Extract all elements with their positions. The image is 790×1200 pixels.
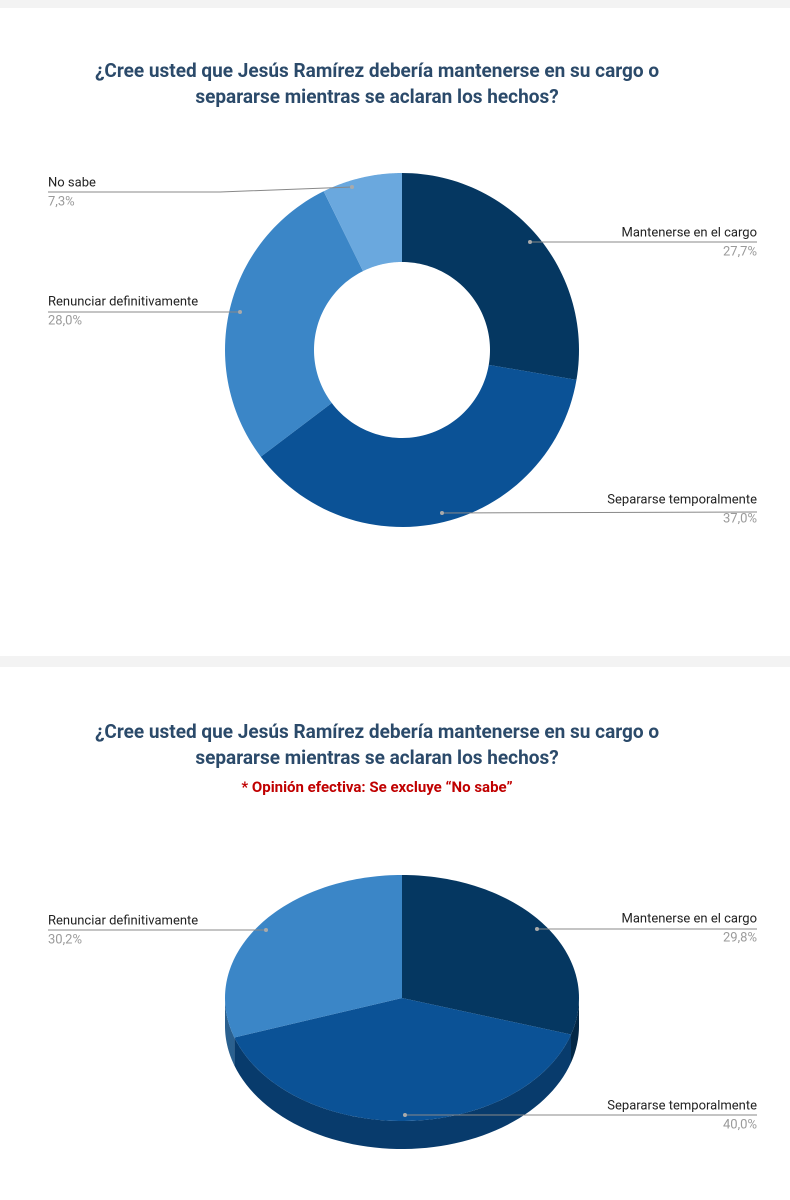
legend-label: Mantenerse en el cargo [621,911,757,926]
donut-slice [260,364,577,527]
value-label: 37,0% [723,511,757,526]
legend-label: No sabe [48,175,96,190]
leader-line [441,511,758,514]
legend-label: Separarse temporalmente [607,1098,757,1113]
pie-slice [402,875,579,1035]
leader-dot [264,928,268,932]
donut-slice [323,173,402,272]
leader-dot [350,185,354,189]
chart-title: separarse mientras se aclaran los hechos… [195,85,558,108]
chart-title: ¿Cree usted que Jesús Ramírez debería ma… [95,59,659,82]
donut-slice [225,191,364,457]
leader-dot [403,1113,407,1117]
pie-side [225,998,235,1066]
chart-title: separarse mientras se aclaran los hechos… [195,746,558,769]
pie-side [234,1034,572,1149]
value-label: 7,3% [48,194,75,209]
chart-title: ¿Cree usted que Jesús Ramírez debería ma… [95,720,659,743]
leader-dot [440,511,444,515]
legend-label: Mantenerse en el cargo [621,225,757,240]
chart-subtitle: * Opinión efectiva: Se excluye “No sabe” [241,778,512,796]
donut-slice [402,173,579,380]
leader-dot [528,240,532,244]
legend-label: Separarse temporalmente [607,492,757,507]
legend-label: Renunciar definitivamente [48,294,198,309]
pie-slice [234,998,572,1121]
leader-dot [535,927,539,931]
leader-line [48,186,353,193]
pie-slice [225,875,402,1038]
value-label: 40,0% [723,1117,757,1132]
leader-dot [238,310,242,314]
panel [0,8,790,656]
value-label: 30,2% [48,932,82,947]
value-label: 28,0% [48,313,82,328]
pie-side [571,998,579,1063]
legend-label: Renunciar definitivamente [48,913,198,928]
value-label: 29,8% [723,930,757,945]
value-label: 27,7% [723,244,757,259]
